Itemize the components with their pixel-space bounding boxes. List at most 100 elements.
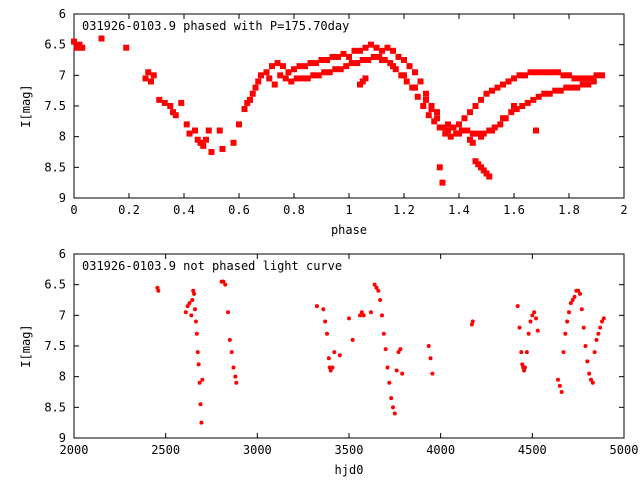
data-point bbox=[522, 72, 528, 79]
data-point bbox=[271, 81, 278, 88]
data-point bbox=[196, 362, 201, 367]
data-point bbox=[208, 149, 215, 155]
data-point bbox=[464, 127, 471, 134]
data-point bbox=[588, 75, 594, 82]
data-point bbox=[337, 353, 342, 358]
data-point bbox=[439, 179, 446, 186]
x-tick-label: 2 bbox=[620, 203, 627, 217]
data-point bbox=[585, 81, 592, 88]
data-point bbox=[406, 63, 413, 70]
data-point bbox=[434, 115, 440, 122]
data-point bbox=[505, 78, 512, 85]
data-point bbox=[79, 44, 86, 51]
data-point bbox=[373, 44, 380, 51]
data-point bbox=[274, 60, 281, 67]
data-point bbox=[472, 103, 479, 109]
data-point bbox=[161, 99, 168, 106]
data-point bbox=[582, 75, 589, 82]
data-point bbox=[445, 127, 451, 134]
data-point bbox=[280, 63, 286, 70]
data-point bbox=[576, 288, 581, 293]
data-point bbox=[192, 127, 198, 134]
data-point bbox=[293, 75, 300, 82]
x-tick-label: 1.4 bbox=[448, 203, 470, 217]
data-point bbox=[589, 377, 593, 382]
data-point bbox=[456, 121, 462, 128]
data-point bbox=[193, 307, 197, 312]
data-point bbox=[192, 291, 197, 296]
data-point bbox=[337, 66, 344, 73]
data-point bbox=[172, 112, 179, 119]
data-point bbox=[592, 350, 597, 355]
data-point bbox=[241, 106, 248, 113]
data-point bbox=[189, 313, 194, 318]
data-point bbox=[556, 377, 560, 382]
data-point bbox=[475, 161, 482, 168]
data-point bbox=[318, 57, 325, 63]
data-point bbox=[156, 96, 163, 103]
data-point bbox=[376, 53, 383, 60]
y-tick-label: 8.5 bbox=[44, 400, 66, 414]
x-axis-label: phase bbox=[331, 223, 367, 237]
data-point bbox=[178, 99, 185, 106]
data-point bbox=[560, 72, 567, 79]
data-point bbox=[475, 130, 482, 137]
data-point bbox=[585, 359, 590, 364]
data-point bbox=[559, 390, 564, 394]
plot-frame bbox=[73, 253, 625, 439]
data-point bbox=[513, 106, 520, 113]
data-point bbox=[470, 319, 475, 324]
data-point bbox=[348, 60, 355, 67]
data-point bbox=[533, 69, 539, 76]
data-point bbox=[447, 133, 454, 140]
data-point bbox=[528, 319, 533, 324]
data-point bbox=[385, 365, 390, 370]
data-point bbox=[428, 106, 435, 113]
data-point bbox=[599, 72, 605, 79]
x-tick-label: 4000 bbox=[426, 443, 455, 457]
data-point bbox=[431, 118, 438, 125]
data-point bbox=[572, 294, 577, 299]
data-point bbox=[285, 69, 292, 76]
data-point bbox=[258, 72, 264, 79]
data-point bbox=[469, 130, 476, 137]
data-point bbox=[335, 53, 341, 60]
data-point bbox=[467, 109, 473, 116]
data-point bbox=[282, 75, 289, 82]
data-point bbox=[430, 371, 435, 376]
data-point bbox=[538, 69, 545, 76]
unphased-light-curve-panel: 2000 2500 3000 3500 4000 4500 5000 6 6.5 7 7.5 8 8.5… bbox=[19, 247, 638, 477]
data-point bbox=[194, 136, 201, 143]
x-tick-label: 4500 bbox=[518, 443, 547, 457]
data-point bbox=[434, 109, 440, 116]
data-point bbox=[313, 60, 319, 67]
data-point bbox=[461, 115, 468, 122]
data-point bbox=[480, 167, 487, 174]
data-point bbox=[549, 69, 556, 76]
data-point bbox=[198, 402, 203, 407]
data-point bbox=[332, 350, 337, 355]
data-point bbox=[524, 99, 531, 106]
data-point bbox=[579, 307, 584, 312]
data-point bbox=[156, 288, 161, 293]
data-point bbox=[526, 331, 531, 336]
y-tick-label: 8.5 bbox=[44, 160, 66, 174]
data-point bbox=[362, 44, 369, 51]
chart-title: 031926-0103.9 phased with P=175.70day bbox=[82, 19, 349, 33]
y-tick-label: 9 bbox=[59, 431, 66, 445]
data-point bbox=[358, 313, 362, 318]
data-point bbox=[600, 319, 604, 324]
data-point bbox=[145, 69, 152, 76]
data-point bbox=[523, 365, 527, 370]
data-point bbox=[486, 173, 493, 180]
data-point bbox=[590, 78, 597, 85]
data-point bbox=[195, 350, 200, 355]
data-point bbox=[577, 75, 583, 82]
data-point bbox=[426, 344, 431, 348]
data-point bbox=[565, 319, 570, 324]
data-point bbox=[535, 93, 542, 100]
data-point bbox=[302, 63, 308, 70]
x-tick-label: 0.6 bbox=[228, 203, 250, 217]
data-point bbox=[420, 103, 427, 109]
data-point bbox=[522, 368, 527, 373]
